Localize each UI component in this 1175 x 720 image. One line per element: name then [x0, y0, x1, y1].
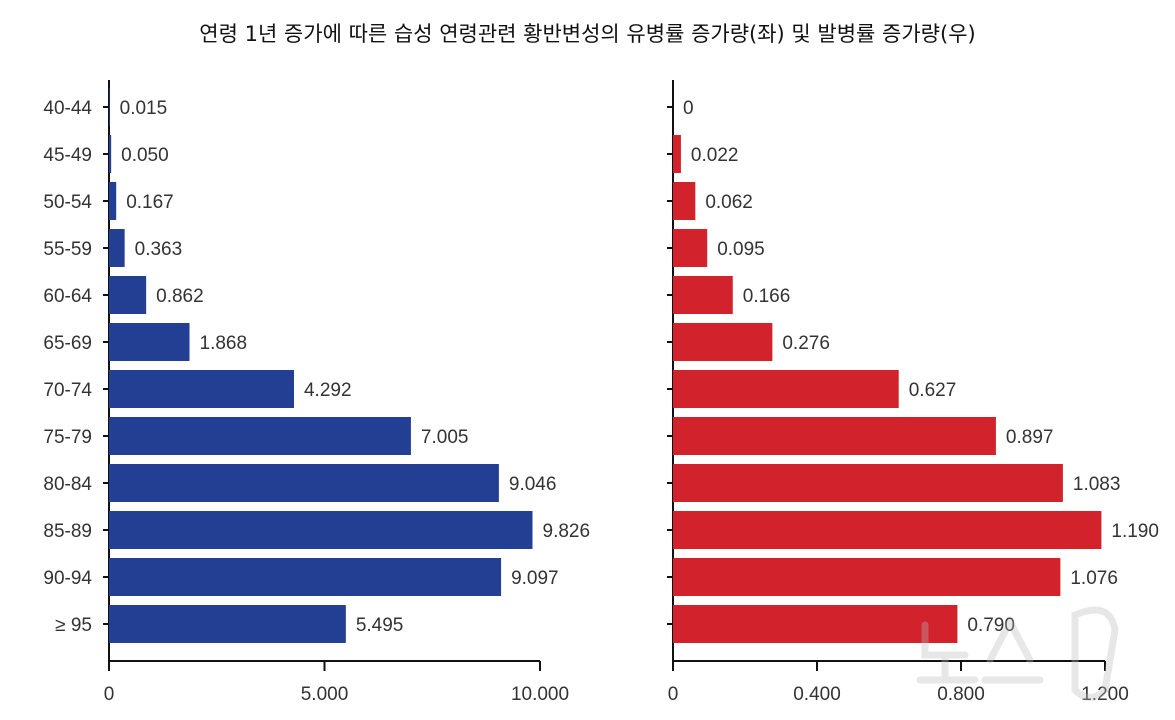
bar — [109, 135, 112, 173]
data-label: 1.190 — [1111, 521, 1159, 542]
bar — [109, 229, 125, 267]
category-label: 70-74 — [43, 380, 92, 401]
data-label: 1.076 — [1070, 568, 1118, 589]
data-label: 1.868 — [200, 333, 248, 354]
category-label: 90-94 — [43, 568, 92, 589]
data-label: 0.276 — [782, 333, 830, 354]
category-label: 80-84 — [43, 474, 92, 495]
data-label: 4.292 — [304, 380, 352, 401]
bar — [673, 605, 958, 643]
bar — [109, 558, 502, 596]
data-label: 0.062 — [705, 192, 753, 213]
bar — [109, 370, 294, 408]
category-label: 55-59 — [43, 239, 92, 260]
x-tick-label: 0.400 — [793, 684, 841, 705]
bar — [673, 135, 681, 173]
data-label: 0.790 — [967, 615, 1015, 636]
data-label: 0 — [683, 98, 694, 119]
x-tick-label: 10.000 — [511, 684, 569, 705]
x-tick-label: 1.200 — [1081, 684, 1129, 705]
bar — [109, 276, 147, 314]
bar — [109, 323, 190, 361]
category-label: 85-89 — [43, 521, 92, 542]
data-label: 0.627 — [909, 380, 957, 401]
bar — [673, 229, 708, 267]
bar — [109, 182, 117, 220]
bar — [673, 370, 899, 408]
x-tick-label: 0.800 — [937, 684, 985, 705]
bar — [673, 464, 1063, 502]
category-label: 75-79 — [43, 427, 92, 448]
bar — [673, 276, 733, 314]
data-label: 7.005 — [421, 427, 469, 448]
bar — [109, 605, 346, 643]
data-label: 0.363 — [135, 239, 183, 260]
category-label: 40-44 — [43, 98, 92, 119]
x-tick-label: 0 — [104, 684, 115, 705]
bar — [109, 88, 110, 126]
watermark-logo-shape — [1071, 606, 1119, 701]
bar — [673, 182, 696, 220]
data-label: 0.015 — [120, 98, 168, 119]
data-label: 0.897 — [1006, 427, 1054, 448]
data-label: 9.046 — [509, 474, 557, 495]
data-label: 0.022 — [691, 145, 739, 166]
x-tick-label: 5.000 — [301, 684, 349, 705]
category-label: ≥ 95 — [55, 615, 92, 636]
data-label: 9.097 — [511, 568, 559, 589]
category-label: 50-54 — [43, 192, 92, 213]
data-label: 5.495 — [356, 615, 404, 636]
bar — [673, 511, 1102, 549]
data-label: 0.050 — [121, 145, 169, 166]
category-label: 45-49 — [43, 145, 92, 166]
data-label: 9.826 — [543, 521, 591, 542]
bar — [673, 417, 996, 455]
watermark-logo-shape — [916, 621, 979, 684]
data-label: 0.167 — [126, 192, 174, 213]
bar — [673, 558, 1061, 596]
bar — [673, 323, 773, 361]
bar — [109, 417, 411, 455]
data-label: 0.095 — [717, 239, 765, 260]
watermark-logo — [916, 606, 1119, 701]
bar — [109, 464, 499, 502]
data-label: 0.862 — [156, 286, 204, 307]
category-label: 60-64 — [43, 286, 92, 307]
watermark-logo-shape — [981, 618, 1044, 684]
chart-title: 연령 1년 증가에 따른 습성 연령관련 황반변성의 유병률 증가량(좌) 및 … — [199, 22, 976, 46]
category-label: 65-69 — [43, 333, 92, 354]
bar — [109, 511, 533, 549]
x-tick-label: 0 — [668, 684, 679, 705]
data-label: 0.166 — [743, 286, 791, 307]
data-label: 1.083 — [1073, 474, 1121, 495]
